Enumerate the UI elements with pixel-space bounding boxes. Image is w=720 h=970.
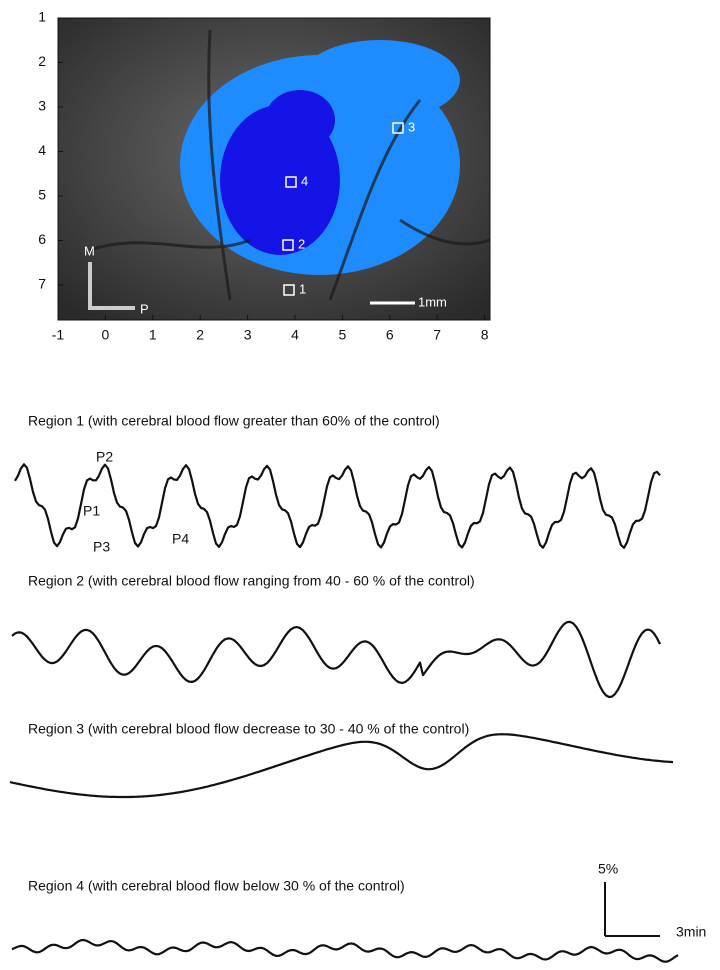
trace	[14, 463, 661, 549]
scale: 5% 3min	[598, 861, 706, 940]
x-tick-label: 1	[149, 327, 157, 343]
region-box	[283, 284, 295, 296]
x-tick-label: 5	[339, 327, 347, 343]
region-label: 2	[298, 236, 305, 251]
region-label: 1	[299, 281, 306, 296]
vessels	[89, 29, 491, 301]
x-tick-label: 4	[291, 327, 299, 343]
region-box	[282, 239, 294, 251]
x-tick-label: 0	[102, 327, 110, 343]
x-tick-label: 7	[433, 327, 441, 343]
trace-title: Region 2 (with cerebral blood flow rangi…	[28, 573, 475, 589]
vessel	[89, 238, 251, 252]
y-tick-label: 2	[38, 53, 46, 69]
x-tick-label: 3	[244, 327, 252, 343]
y-tick-label: 6	[38, 231, 46, 247]
x-tick-label: 2	[196, 327, 204, 343]
region-box	[392, 122, 404, 134]
flow-zone	[265, 90, 335, 150]
scale-horizontal-label: 3min	[676, 924, 706, 940]
vessel	[399, 218, 491, 246]
trace	[11, 620, 661, 699]
x-tick-label: 8	[481, 327, 489, 343]
region-label: 4	[301, 173, 308, 188]
x-tick-label: 6	[386, 327, 394, 343]
y-tick-label: 1	[38, 9, 46, 25]
peak-label: P1	[83, 503, 100, 519]
region-box	[285, 176, 297, 188]
peak-label: P3	[93, 539, 110, 555]
scale-vertical-label: 5%	[598, 861, 618, 877]
vessel	[328, 99, 422, 301]
scale-bar-label: 1mm	[418, 294, 447, 309]
peak-label: P4	[172, 531, 189, 547]
region-label: 3	[408, 119, 415, 134]
vessel	[207, 29, 232, 301]
y-tick-label: 5	[38, 187, 46, 203]
trace	[11, 938, 679, 963]
image-frame	[57, 17, 491, 321]
y-tick-label: 7	[38, 276, 46, 292]
posterior-label: P	[140, 301, 149, 316]
trace	[9, 733, 674, 799]
trace-title: Region 1 (with cerebral blood flow great…	[28, 413, 440, 429]
y-tick-label: 4	[38, 142, 46, 158]
peak-label: P2	[96, 449, 113, 465]
x-tick-label: -1	[52, 327, 65, 343]
y-tick-label: 3	[38, 98, 46, 114]
trace-title: Region 4 (with cerebral blood flow below…	[28, 878, 405, 894]
orientation: M P	[84, 243, 149, 316]
trace-title: Region 3 (with cerebral blood flow decre…	[28, 721, 469, 737]
medial-label: M	[84, 243, 95, 258]
